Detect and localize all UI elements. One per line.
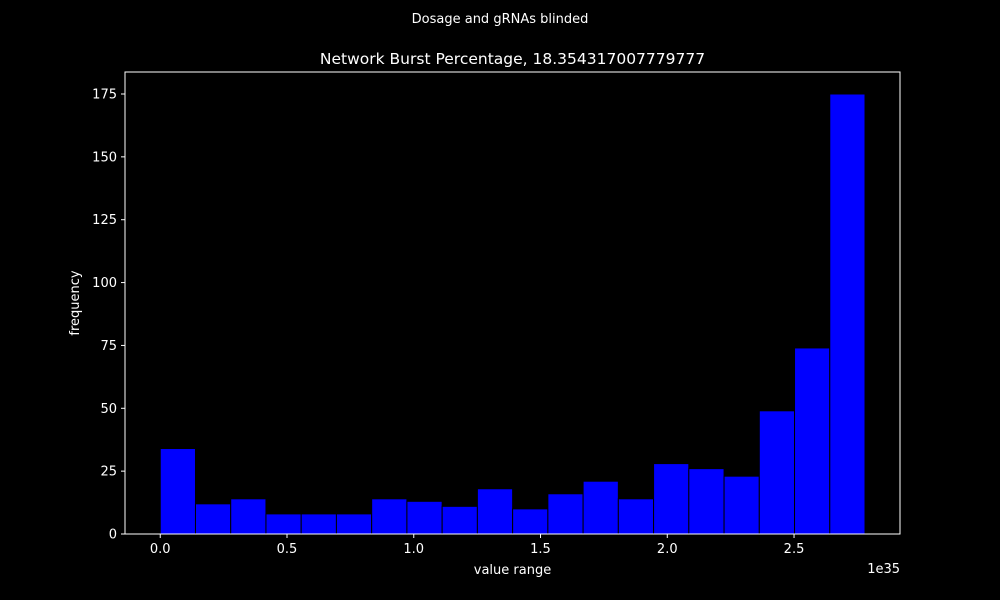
bars-group [159,93,866,535]
x-tick-label: 1.5 [530,542,551,557]
histogram-bar [300,513,337,535]
histogram-bar [476,488,514,535]
chart-title: Network Burst Percentage, 18.35431700777… [320,50,705,68]
x-tick-label: 2.0 [657,542,678,557]
y-tick-label: 100 [92,276,117,291]
histogram-bar [829,93,866,535]
histogram-bar [617,498,655,535]
y-axis-ticks: 0 25 50 75 100 125 150 175 [92,88,125,543]
x-axis-label: value range [474,563,551,578]
histogram-bar [230,498,267,535]
histogram-bar [547,493,584,535]
histogram-bar [335,513,373,535]
histogram-bar [758,410,796,535]
histogram-bar [794,347,831,535]
y-tick-label: 0 [109,528,117,543]
histogram-bar [512,508,549,535]
histogram-bar [582,480,619,535]
y-tick-label: 25 [100,465,117,480]
histogram-bar [441,505,478,535]
y-tick-label: 150 [92,150,117,165]
x-axis-ticks: 0.0 0.5 1.0 1.5 2.0 2.5 [150,534,804,557]
x-tick-label: 2.5 [784,542,805,557]
histogram-bar [159,448,196,535]
y-tick-label: 75 [100,339,117,354]
y-tick-label: 125 [92,213,117,228]
histogram-bar [688,468,725,535]
y-tick-label: 175 [92,88,117,103]
x-tick-label: 1.0 [403,542,424,557]
histogram-bar [265,513,302,535]
y-axis-label: frequency [68,270,83,336]
x-axis-offset-label: 1e35 [867,562,900,577]
y-tick-label: 50 [100,402,117,417]
histogram-bar [653,463,690,535]
histogram-bar [371,498,408,535]
histogram-bar [194,503,232,535]
histogram-bar [723,475,760,535]
x-tick-label: 0.5 [277,542,298,557]
histogram-bar [406,500,443,535]
figure-suptitle: Dosage and gRNAs blinded [412,12,589,27]
x-tick-label: 0.0 [150,542,171,557]
plot-area-frame [124,71,901,535]
